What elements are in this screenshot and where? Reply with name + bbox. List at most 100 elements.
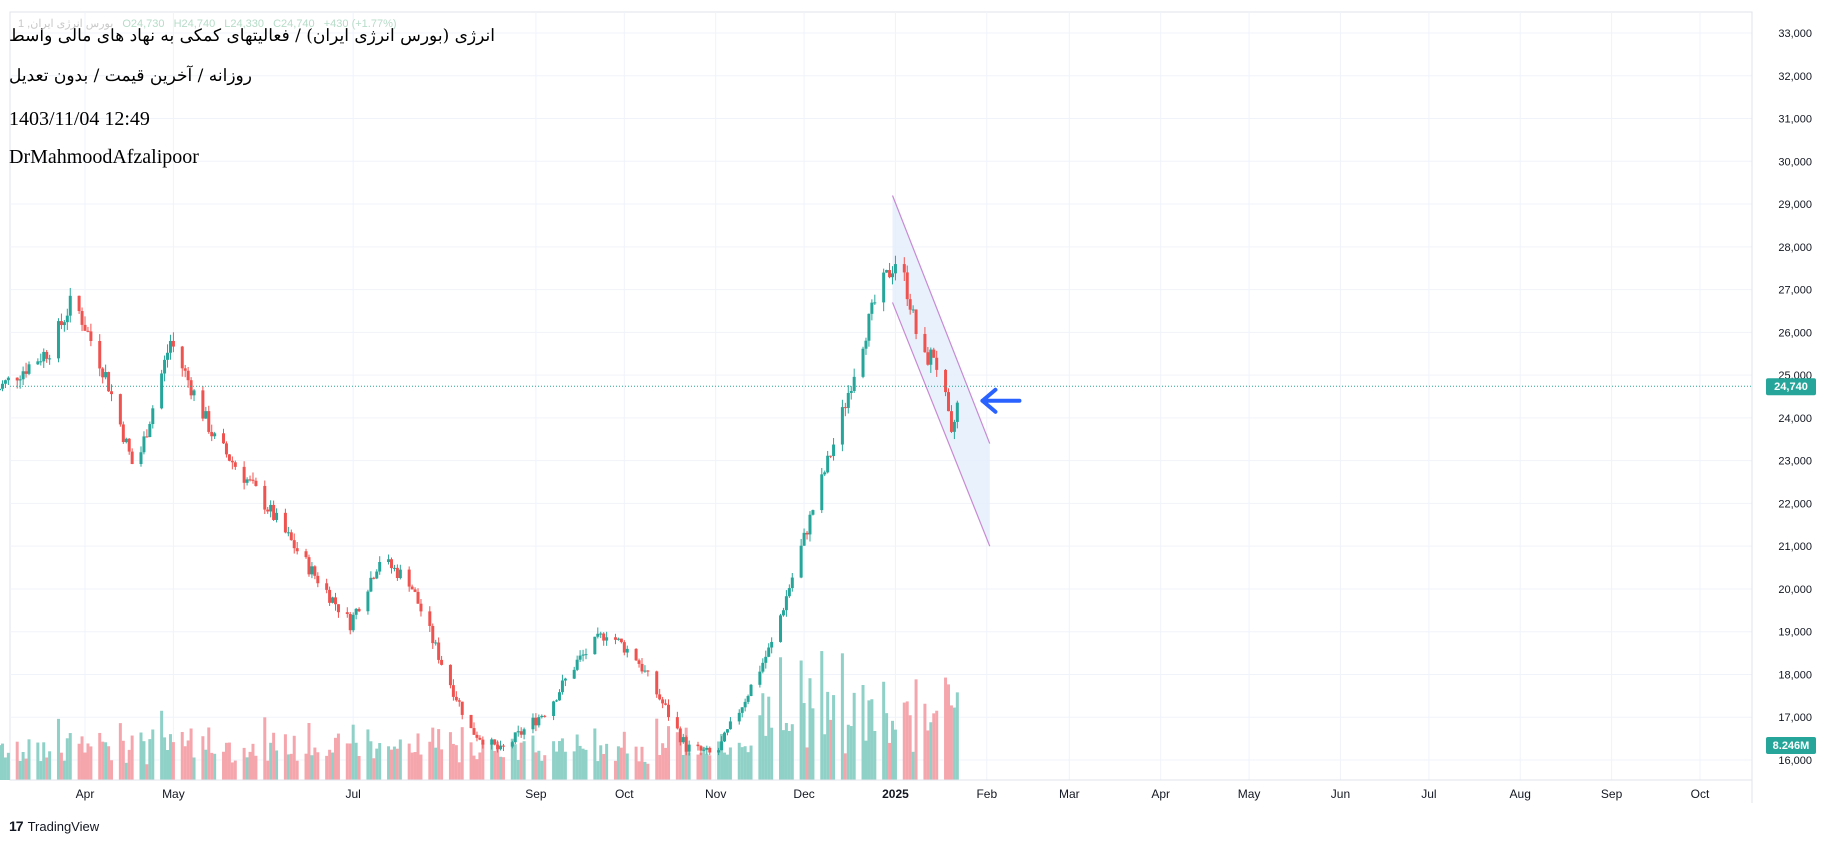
volume-bar [127,749,131,780]
candle-body [531,717,535,730]
channel-fill [892,195,990,547]
volume-bar [434,747,438,780]
volume-bar [667,726,671,780]
volume-bar [478,752,482,780]
volume-bar [21,751,25,780]
volume-bar [926,730,930,780]
brand[interactable]: 17 TradingView [9,818,99,834]
volume-bar [413,752,417,780]
chart-grid [9,11,1753,781]
candle-body [811,510,815,515]
volume-bar [723,752,727,780]
candle-body [89,331,93,341]
volume-bar [0,743,4,780]
plot-frame [9,11,1753,781]
axis-value-labels: 24,740 8.246M [1766,378,1816,754]
candle-body [664,703,668,705]
candle-body [180,346,184,369]
candle-body [826,455,830,473]
candle-body [779,615,783,642]
volume-bar [725,754,729,780]
candle-body [272,504,276,520]
volume-bar [142,741,146,780]
candle-body [761,662,765,672]
close-value: C24,740 [273,18,315,30]
candle-body [510,742,514,747]
volume-bar [160,710,164,780]
volume-bar [457,762,461,780]
volume-bar [416,733,420,780]
candle-body [56,321,60,359]
candle-body [372,577,376,579]
time-axis[interactable]: Apr May Jul Sep Oct Nov Dec 2025 Feb Mar Apr May Jun… [10,779,1752,801]
volume-bar [227,742,231,780]
price-tick-label: 17,000 [1778,712,1812,724]
volume-bar [163,737,167,780]
volume-bar [242,747,246,780]
volume-bar [3,757,7,780]
candle-body [805,532,809,535]
time-tick-label: Jul [346,787,361,801]
candle-body [416,591,420,604]
volume-bar [369,741,373,780]
volume-bar [472,755,476,780]
price-tick-label: 16,000 [1778,755,1812,767]
candle-body [121,424,125,443]
volume-bar [914,679,918,780]
time-tick-label: Oct [615,787,634,801]
candle-body [581,654,585,656]
candle-body [316,575,320,584]
candle-body [843,407,847,409]
candle-body [781,610,785,616]
volume-bar [829,719,833,780]
volume-bar [717,741,721,780]
volume-bar [248,751,252,780]
time-tick-label: Apr [1151,787,1170,801]
volume-bar [213,753,217,780]
price-axis[interactable]: 16,000 17,000 18,000 19,000 20,000 21,000 22,0… [1751,12,1812,803]
candle-body [911,309,915,311]
candle-body [725,729,729,733]
volume-bar [820,651,824,780]
volume-bar [882,681,886,780]
candle-body [245,479,249,483]
candle-body [625,648,629,653]
candle-body [142,436,146,453]
volume-bar [832,695,836,780]
candle-body [929,349,933,365]
descending-channel[interactable] [891,195,991,547]
volume-bar [784,722,788,780]
volume-bar [758,715,762,780]
candle-body [151,408,155,425]
candle-body [0,383,4,389]
candle-body [820,474,824,511]
volume-bar [118,723,122,780]
volume-bar [905,701,909,780]
candle-body [717,750,721,753]
candle-body [334,597,338,605]
volume-bar [737,742,741,780]
candle-body [501,745,505,747]
volume-bar [254,755,258,780]
candle-body [171,340,175,347]
candle-body [65,315,69,323]
volume-bar [805,747,809,780]
volume-bar [145,764,149,780]
price-tick-label: 28,000 [1778,242,1812,254]
candle-body [127,438,131,452]
volume-bar [325,755,329,780]
candle-body [295,548,299,552]
candle-body [98,340,102,369]
volume-bar [708,755,712,780]
candle-body [852,376,856,391]
volume-bar [431,727,435,780]
candle-body [935,357,939,370]
volume-bar [790,724,794,780]
last-price-badge [1766,378,1816,396]
candle-body [552,701,556,716]
volume-bar [655,718,659,780]
volume-bar [843,753,847,780]
volume-bar [911,751,915,780]
candle-body [914,309,918,334]
